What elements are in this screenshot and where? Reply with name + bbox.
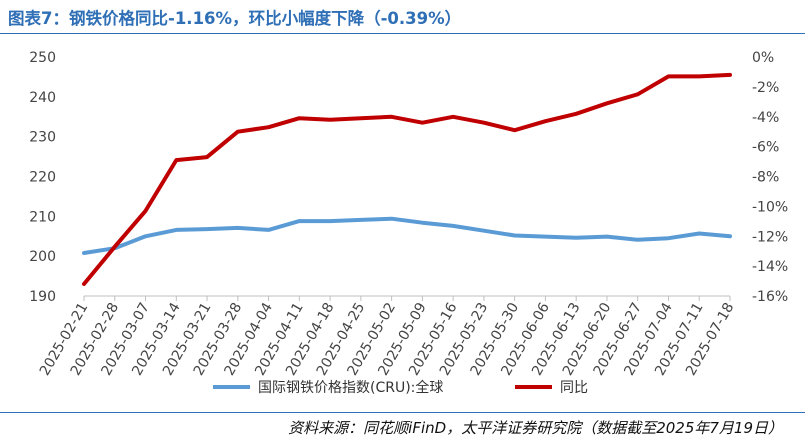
- source-note: 资料来源：同花顺iFinD，太平洋证券研究院（数据截至2025年7月19日）: [288, 419, 783, 437]
- y-right-tick-label: -12%: [752, 229, 788, 245]
- title-bar: 图表7：钢铁价格同比-1.16%，环比小幅度下降（-0.39%）: [0, 0, 805, 34]
- y-right-tick-label: -8%: [752, 170, 779, 186]
- y-left-tick-label: 190: [29, 289, 56, 305]
- legend-label-yoy: 同比: [560, 380, 588, 396]
- y-right-tick-label: -14%: [752, 259, 788, 275]
- legend-label-cru-index: 国际钢铁价格指数(CRU):全球: [258, 379, 443, 396]
- series-line-yoy: [82, 72, 732, 286]
- y-left-tick-label: 210: [29, 209, 56, 225]
- y-left-tick-label: 200: [29, 249, 56, 265]
- line-chart: 2025-02-212025-02-282025-03-072025-03-14…: [29, 50, 788, 396]
- y-left-tick-label: 220: [29, 170, 56, 186]
- y-right-tick-label: -2%: [752, 80, 779, 96]
- y-right-tick-label: -16%: [752, 289, 788, 305]
- y-right-tick-label: -6%: [752, 140, 779, 156]
- y-right-tick-label: -10%: [752, 199, 788, 215]
- series-line-cru-index: [82, 216, 732, 255]
- source-bar: 资料来源：同花顺iFinD，太平洋证券研究院（数据截至2025年7月19日）: [0, 412, 805, 444]
- y-left-tick-label: 240: [29, 90, 56, 106]
- y-left-tick-label: 230: [29, 130, 56, 146]
- y-right-tick-label: -4%: [752, 110, 779, 126]
- y-right-tick-label: 0%: [752, 50, 774, 66]
- y-left-tick-label: 250: [29, 50, 56, 66]
- chart-title: 图表7：钢铁价格同比-1.16%，环比小幅度下降（-0.39%）: [8, 9, 462, 28]
